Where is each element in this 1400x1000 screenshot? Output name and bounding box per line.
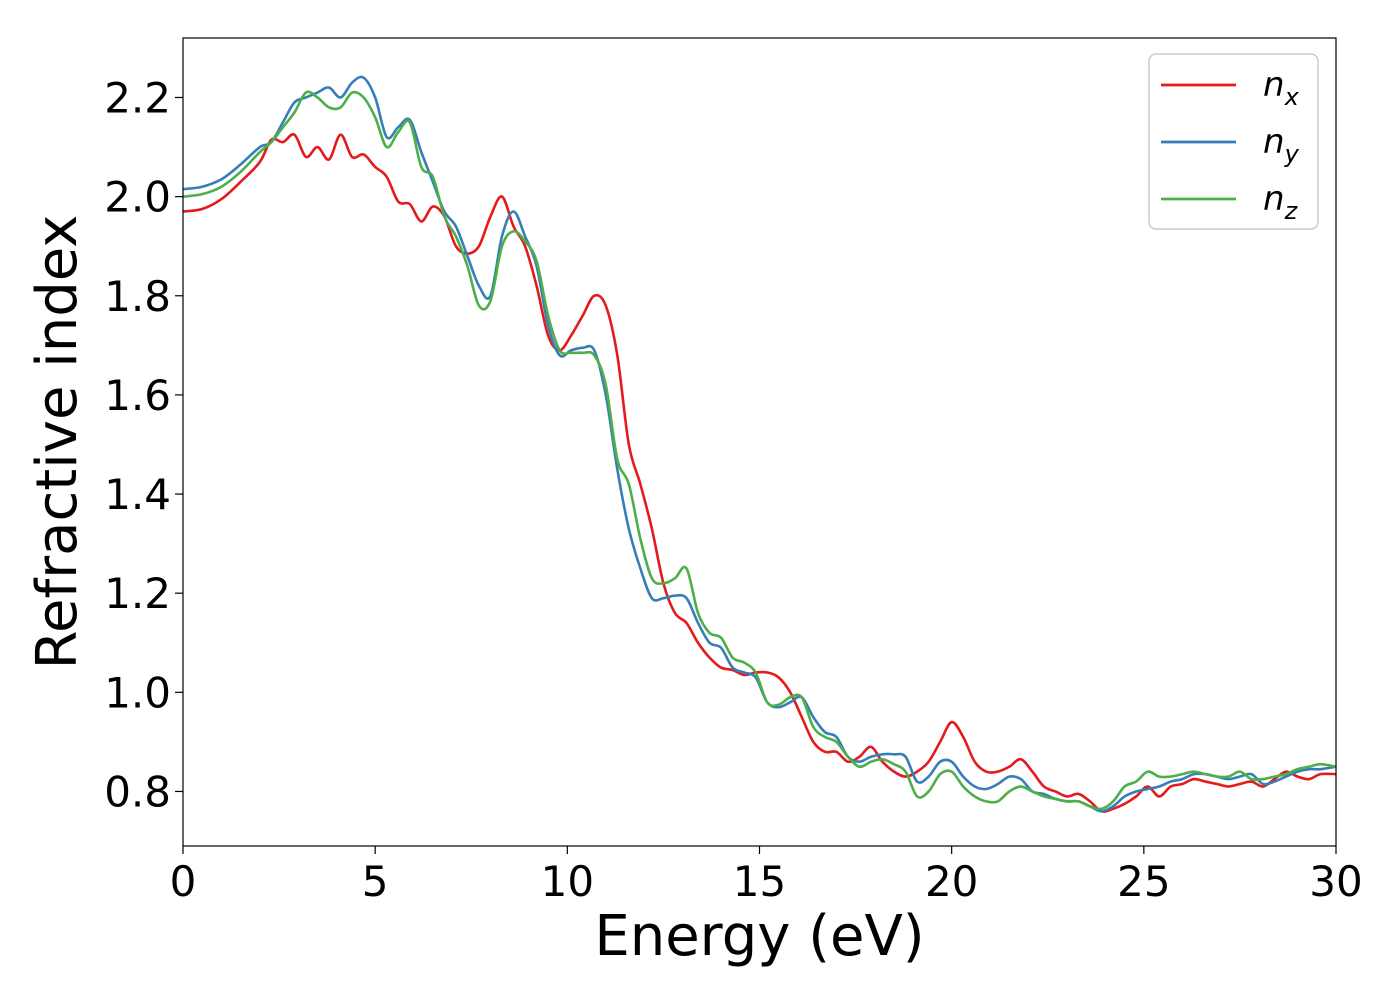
x-tick-label: 30: [1309, 857, 1362, 906]
legend-label-sub: z: [1284, 197, 1299, 225]
x-tick-label: 15: [733, 857, 786, 906]
x-tick-label: 0: [170, 857, 197, 906]
y-tick-label: 1.8: [104, 272, 171, 321]
legend-label-y: ny: [1263, 122, 1300, 168]
x-axis-label: Energy (eV): [594, 904, 924, 969]
series-line-z: [183, 90, 1336, 811]
x-tick-label: 5: [362, 857, 389, 906]
series-layer: [183, 75, 1336, 813]
legend-label-main: n: [1263, 65, 1285, 105]
legend-label-sub: y: [1284, 140, 1300, 168]
legend-label-z: nz: [1263, 179, 1299, 225]
x-axis: 0 5 10 15 20 25 30: [170, 846, 1363, 906]
x-tick-label: 20: [925, 857, 978, 906]
legend-label-x: nx: [1263, 65, 1300, 111]
x-tick-label: 10: [541, 857, 594, 906]
legend-label-main: n: [1263, 122, 1285, 162]
y-axis-label: Refractive index: [25, 215, 90, 670]
y-tick-label: 1.4: [104, 470, 171, 519]
y-tick-label: 1.6: [104, 371, 171, 420]
y-tick-label: 1.0: [104, 668, 171, 717]
y-tick-label: 2.0: [104, 173, 171, 222]
series-line-x: [183, 132, 1336, 813]
x-tick-label: 25: [1117, 857, 1170, 906]
y-tick-label: 2.2: [104, 73, 171, 122]
legend-label-sub: x: [1284, 83, 1300, 111]
y-axis: 0.8 1.0 1.2 1.4 1.6 1.8 2.0 2.2: [104, 73, 183, 816]
y-tick-label: 1.2: [104, 569, 171, 618]
y-tick-label: 0.8: [104, 767, 171, 816]
legend-label-main: n: [1263, 179, 1285, 219]
